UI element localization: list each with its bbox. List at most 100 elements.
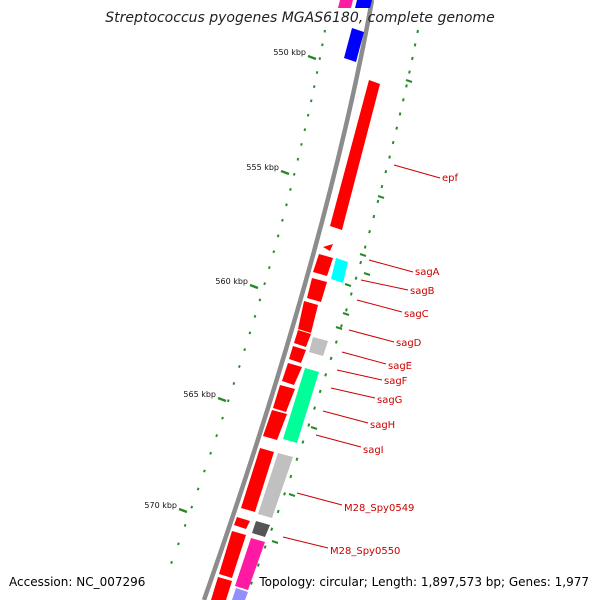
gc-dot [329,356,333,361]
backbone-line [201,0,375,600]
gc-dot [384,170,388,174]
gc-dot [313,406,316,410]
feature-sagG-green[interactable] [283,368,319,443]
feature-blue-top[interactable] [355,0,372,8]
gc-dot [270,527,274,531]
leader-line-sagF [336,369,383,381]
feature-sagF[interactable] [282,363,302,385]
gc-dot [243,348,247,352]
gc-dot [263,545,267,549]
gc-dot [310,99,313,103]
gene-label-sagI[interactable]: sagI [363,445,384,456]
gene-label-sagF[interactable]: sagF [384,376,408,387]
feature-sagE[interactable] [289,346,306,363]
feature-dark-grey[interactable] [252,521,270,537]
gc-dot [300,142,303,146]
leader-line-sagD [348,329,395,343]
feature-M28_Spy0550[interactable] [219,531,246,578]
gene-labels[interactable]: epf sagA sagB sagC sagD sagE sagF sagG sagH sagI M… [330,173,459,557]
gc-dot [285,203,288,207]
leader-line-epf [393,164,441,179]
gc-dot-track-outer [249,29,419,585]
gc-dot [209,451,212,455]
gene-label-sagE[interactable]: sagE [388,361,412,372]
feature-track[interactable] [211,0,380,600]
feature-sagH[interactable] [263,410,287,440]
gc-dot [253,314,257,318]
gc-mark [288,493,296,497]
feature-small-arrow[interactable] [323,244,333,251]
leader-line-M28_Spy0549 [296,492,343,506]
gc-dot [307,423,311,427]
feature-sagA[interactable] [313,254,333,276]
gc-mark [271,540,279,544]
feature-bottom-red[interactable] [211,577,232,600]
feature-bottom-lavender[interactable] [232,588,248,600]
gene-label-sagB[interactable]: sagB [410,286,435,297]
kbp-tick-mark [217,396,227,403]
gc-dot [248,331,252,335]
gc-dot [301,440,305,444]
gene-label-M28_Spy0550[interactable]: M28_Spy0550 [330,546,400,557]
gene-label-sagD[interactable]: sagD [396,338,422,349]
gene-label-sagG[interactable]: sagG [377,395,402,406]
kbp-tick-label: 560 kbp [215,277,248,286]
feature-sagD-grey[interactable] [309,337,328,356]
gc-dot [196,487,200,491]
gc-dot [183,523,187,527]
gene-label-epf[interactable]: epf [442,173,459,184]
feature-sagC[interactable] [298,301,318,333]
gc-dot [232,382,236,386]
gc-mark [363,272,371,276]
gene-label-M28_Spy0549[interactable]: M28_Spy0549 [344,503,414,514]
gc-dot [221,416,224,420]
gc-dot [334,340,338,344]
gc-dot [398,112,402,116]
leader-line-sagA [368,259,414,273]
feature-magenta-top[interactable] [338,0,353,8]
gc-dot [256,563,260,567]
gc-dot [281,218,284,222]
leader-line-sagH [322,410,369,424]
feature-blue[interactable] [344,28,364,62]
feature-sagG[interactable] [273,385,295,412]
genome-summary-text: Topology: circular; Length: 1,897,573 bp… [258,575,589,589]
gc-dot [354,276,358,280]
gene-label-sagA[interactable]: sagA [415,267,440,278]
feature-small-red[interactable] [234,517,250,529]
gc-dot [258,298,262,302]
scale-ticks: 550 kbp 555 kbp 560 kbp 565 kbp 570 kbp [144,48,317,514]
gc-dot [295,457,299,461]
gc-mark [405,79,413,83]
leader-line-sagC [356,299,403,313]
gc-dot [380,184,384,189]
feature-sagA-cyan[interactable] [331,258,348,283]
gene-label-sagC[interactable]: sagC [404,309,429,320]
gc-mark [310,426,318,430]
gc-dot [190,505,194,509]
gc-dot [283,492,287,496]
gc-dot [413,43,417,47]
feature-sagD[interactable] [294,330,311,347]
gc-dot [226,399,230,403]
gc-dot [289,187,292,191]
gc-dot [272,250,276,254]
kbp-tick-mark [249,283,259,290]
gc-dot [170,560,173,564]
gc-dot [388,155,391,159]
feature-sagB[interactable] [307,278,327,302]
feature-magenta[interactable] [235,538,265,590]
gc-mark [359,253,367,257]
gc-dot [405,84,408,88]
gc-dot [267,266,271,270]
gc-dot [349,292,353,296]
gc-dot [363,245,367,249]
feature-M28_Spy0549-grey[interactable] [258,453,293,518]
gc-dot [376,199,380,204]
feature-epf[interactable] [330,80,380,230]
gc-dot [276,509,280,514]
gene-label-sagH[interactable]: sagH [370,420,395,431]
feature-M28_Spy0549[interactable] [241,448,274,512]
leader-line-sagE [341,351,387,365]
